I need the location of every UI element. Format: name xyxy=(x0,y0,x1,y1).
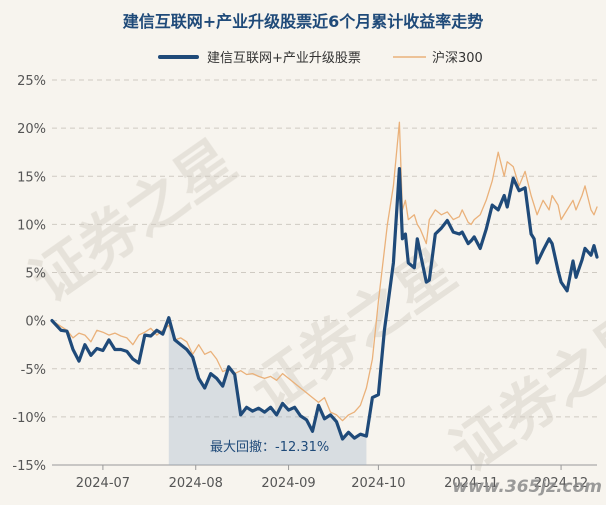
y-tick-label: 10% xyxy=(17,218,46,233)
drawdown-region xyxy=(168,317,367,465)
legend-label-series-0: 建信互联网+产业升级股票 xyxy=(207,51,361,66)
y-tick-label: 5% xyxy=(25,267,46,282)
legend-label-series-1: 沪深300 xyxy=(432,50,483,66)
x-axis: 2024-07 2024-08 2024-09 2024-10 2024-11 2024-… xyxy=(52,464,597,491)
y-tick-label: 15% xyxy=(17,170,46,185)
chart-legend: 建信互联网+产业升级股票 沪深300 xyxy=(158,50,483,66)
drawdown-label: 最大回撤：-12.31% xyxy=(210,439,329,455)
series-layer xyxy=(50,121,599,441)
x-tick-label: 2024-07 xyxy=(76,476,130,491)
x-tick-label: 2024-10 xyxy=(351,476,405,491)
x-tick-label: 2024-12 xyxy=(534,476,588,491)
y-axis: -15% -10% -5% 0% 5% 10% 15% 20% 25% xyxy=(12,74,46,474)
series-line-fund xyxy=(50,167,599,441)
watermark-corner: www.365jz.com xyxy=(452,477,602,497)
drawdown-area xyxy=(168,317,367,465)
y-tick-label: 20% xyxy=(17,122,46,137)
x-tick-label: 2024-09 xyxy=(261,476,315,491)
y-tick-label: 25% xyxy=(17,74,46,89)
chart-title: 建信互联网+产业升级股票近6个月累计收益率走势 xyxy=(123,12,484,31)
y-tick-label: 0% xyxy=(25,315,46,330)
x-tick-label: 2024-11 xyxy=(444,476,498,491)
y-tick-label: -15% xyxy=(12,459,46,474)
y-tick-label: -5% xyxy=(21,363,46,378)
y-tick-label: -10% xyxy=(12,411,46,426)
x-tick-label: 2024-08 xyxy=(169,476,223,491)
